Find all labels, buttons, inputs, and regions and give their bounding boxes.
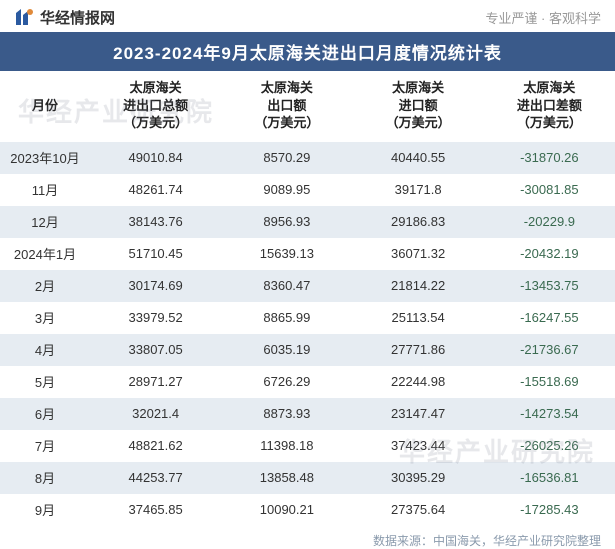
cell-diff: -15518.69: [484, 366, 615, 398]
col-diff: 太原海关进出口差额（万美元）: [484, 71, 615, 142]
brand-name: 华经情报网: [40, 7, 115, 28]
cell-total: 49010.84: [90, 142, 221, 174]
cell-export: 9089.95: [221, 174, 352, 206]
table-row: 2024年1月51710.4515639.1336071.32-20432.19: [0, 238, 615, 270]
table-row: 7月48821.6211398.1837423.44-26025.26: [0, 430, 615, 462]
cell-import: 25113.54: [353, 302, 484, 334]
cell-diff: -13453.75: [484, 270, 615, 302]
cell-diff: -26025.26: [484, 430, 615, 462]
cell-total: 30174.69: [90, 270, 221, 302]
table-row: 2023年10月49010.848570.2940440.55-31870.26: [0, 142, 615, 174]
cell-import: 21814.22: [353, 270, 484, 302]
table-row: 4月33807.056035.1927771.86-21736.67: [0, 334, 615, 366]
cell-total: 48261.74: [90, 174, 221, 206]
cell-month: 11月: [0, 174, 90, 206]
cell-diff: -17285.43: [484, 494, 615, 526]
cell-total: 44253.77: [90, 462, 221, 494]
cell-export: 8873.93: [221, 398, 352, 430]
cell-month: 2月: [0, 270, 90, 302]
cell-total: 28971.27: [90, 366, 221, 398]
table-row: 6月32021.48873.9323147.47-14273.54: [0, 398, 615, 430]
cell-import: 29186.83: [353, 206, 484, 238]
col-import: 太原海关进口额（万美元）: [353, 71, 484, 142]
cell-diff: -31870.26: [484, 142, 615, 174]
cell-diff: -30081.85: [484, 174, 615, 206]
col-month: 月份: [0, 71, 90, 142]
cell-export: 6726.29: [221, 366, 352, 398]
table-row: 11月48261.749089.9539171.8-30081.85: [0, 174, 615, 206]
cell-export: 11398.18: [221, 430, 352, 462]
cell-total: 33807.05: [90, 334, 221, 366]
cell-import: 27375.64: [353, 494, 484, 526]
cell-export: 6035.19: [221, 334, 352, 366]
cell-export: 8956.93: [221, 206, 352, 238]
cell-month: 5月: [0, 366, 90, 398]
cell-month: 9月: [0, 494, 90, 526]
table-row: 12月38143.768956.9329186.83-20229.9: [0, 206, 615, 238]
logo-block: 华经情报网: [14, 7, 115, 28]
page-header: 华经情报网 专业严谨 · 客观科学: [0, 0, 615, 32]
col-export: 太原海关出口额（万美元）: [221, 71, 352, 142]
brand-logo-icon: [14, 7, 34, 27]
cell-month: 12月: [0, 206, 90, 238]
cell-month: 2023年10月: [0, 142, 90, 174]
cell-total: 48821.62: [90, 430, 221, 462]
header-row: 月份 太原海关进出口总额（万美元） 太原海关出口额（万美元） 太原海关进口额（万…: [0, 71, 615, 142]
cell-diff: -16536.81: [484, 462, 615, 494]
cell-import: 37423.44: [353, 430, 484, 462]
cell-import: 30395.29: [353, 462, 484, 494]
cell-diff: -20432.19: [484, 238, 615, 270]
cell-diff: -14273.54: [484, 398, 615, 430]
cell-month: 7月: [0, 430, 90, 462]
cell-diff: -21736.67: [484, 334, 615, 366]
cell-export: 13858.48: [221, 462, 352, 494]
stats-table: 月份 太原海关进出口总额（万美元） 太原海关出口额（万美元） 太原海关进口额（万…: [0, 71, 615, 526]
col-total: 太原海关进出口总额（万美元）: [90, 71, 221, 142]
cell-month: 6月: [0, 398, 90, 430]
cell-diff: -20229.9: [484, 206, 615, 238]
table-body: 2023年10月49010.848570.2940440.55-31870.26…: [0, 142, 615, 526]
cell-total: 33979.52: [90, 302, 221, 334]
cell-month: 4月: [0, 334, 90, 366]
cell-month: 3月: [0, 302, 90, 334]
table-row: 5月28971.276726.2922244.98-15518.69: [0, 366, 615, 398]
table-row: 3月33979.528865.9925113.54-16247.55: [0, 302, 615, 334]
cell-import: 22244.98: [353, 366, 484, 398]
cell-month: 2024年1月: [0, 238, 90, 270]
cell-import: 39171.8: [353, 174, 484, 206]
cell-diff: -16247.55: [484, 302, 615, 334]
cell-export: 8865.99: [221, 302, 352, 334]
data-source-footer: 数据来源：中国海关，华经产业研究院整理: [0, 526, 615, 549]
table-title: 2023-2024年9月太原海关进出口月度情况统计表: [0, 32, 615, 71]
cell-month: 8月: [0, 462, 90, 494]
cell-import: 23147.47: [353, 398, 484, 430]
cell-total: 37465.85: [90, 494, 221, 526]
cell-total: 32021.4: [90, 398, 221, 430]
tagline: 专业严谨 · 客观科学: [485, 8, 601, 27]
cell-total: 51710.45: [90, 238, 221, 270]
cell-total: 38143.76: [90, 206, 221, 238]
cell-export: 8570.29: [221, 142, 352, 174]
cell-export: 10090.21: [221, 494, 352, 526]
cell-import: 40440.55: [353, 142, 484, 174]
cell-import: 27771.86: [353, 334, 484, 366]
table-row: 9月37465.8510090.2127375.64-17285.43: [0, 494, 615, 526]
cell-export: 15639.13: [221, 238, 352, 270]
table-row: 8月44253.7713858.4830395.29-16536.81: [0, 462, 615, 494]
cell-export: 8360.47: [221, 270, 352, 302]
cell-import: 36071.32: [353, 238, 484, 270]
table-row: 2月30174.698360.4721814.22-13453.75: [0, 270, 615, 302]
